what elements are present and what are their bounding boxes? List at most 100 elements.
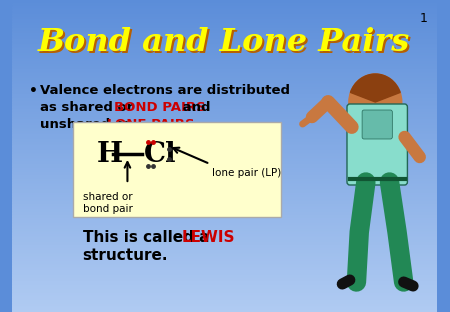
Bar xyxy=(12,242,436,243)
Bar xyxy=(12,178,436,179)
Bar xyxy=(12,98,436,100)
Bar xyxy=(12,126,436,128)
Bar xyxy=(12,131,436,133)
Bar xyxy=(12,16,436,17)
Bar xyxy=(12,162,436,164)
Bar xyxy=(12,128,436,129)
Bar xyxy=(12,257,436,259)
Text: lone pair (LP): lone pair (LP) xyxy=(212,168,281,178)
Bar xyxy=(12,78,436,80)
Bar xyxy=(12,142,436,144)
Bar xyxy=(12,275,436,276)
Bar xyxy=(12,122,436,123)
Bar xyxy=(12,28,436,30)
Bar xyxy=(12,159,436,161)
Bar xyxy=(12,267,436,268)
Bar xyxy=(12,6,436,8)
Bar xyxy=(12,176,436,178)
Bar xyxy=(12,137,436,139)
Bar xyxy=(12,39,436,41)
Bar xyxy=(12,158,436,159)
Bar xyxy=(12,284,436,285)
Bar xyxy=(12,296,436,298)
Bar xyxy=(12,223,436,225)
Bar xyxy=(12,200,436,201)
Bar xyxy=(12,281,436,282)
Bar xyxy=(12,201,436,203)
Bar xyxy=(12,256,436,257)
Bar xyxy=(12,175,436,176)
Text: Bond and Lone Pairs: Bond and Lone Pairs xyxy=(38,27,410,58)
Bar xyxy=(12,33,436,34)
Bar xyxy=(12,11,436,12)
Bar xyxy=(12,56,436,58)
Bar xyxy=(12,111,436,112)
Text: unshared or: unshared or xyxy=(40,118,135,131)
Bar xyxy=(12,179,436,181)
Bar xyxy=(12,161,436,162)
Bar xyxy=(12,168,436,170)
Bar xyxy=(12,154,436,156)
Bar xyxy=(12,264,436,265)
Bar xyxy=(12,243,436,245)
Bar xyxy=(12,133,436,134)
Bar xyxy=(12,12,436,14)
Bar xyxy=(12,231,436,232)
Bar xyxy=(12,290,436,292)
Text: This is called a: This is called a xyxy=(83,230,214,245)
Bar xyxy=(12,51,436,53)
Text: as shared or: as shared or xyxy=(40,101,138,114)
Wedge shape xyxy=(351,74,400,102)
Bar xyxy=(12,167,436,168)
Text: shared or
bond pair: shared or bond pair xyxy=(83,192,132,214)
Bar xyxy=(12,229,436,231)
Bar xyxy=(12,30,436,31)
Bar xyxy=(12,206,436,207)
Bar xyxy=(12,183,436,184)
Bar xyxy=(12,69,436,70)
Bar xyxy=(12,151,436,153)
Bar xyxy=(12,271,436,273)
Bar xyxy=(12,41,436,42)
Bar xyxy=(12,75,436,76)
Bar xyxy=(12,209,436,211)
Bar xyxy=(12,140,436,142)
Bar xyxy=(12,3,436,5)
Bar xyxy=(12,217,436,218)
Bar xyxy=(12,232,436,234)
Bar xyxy=(12,25,436,27)
Bar xyxy=(12,27,436,28)
Bar xyxy=(12,120,436,122)
Bar xyxy=(12,31,436,33)
Bar xyxy=(12,307,436,309)
Bar xyxy=(12,204,436,206)
Text: LEWIS: LEWIS xyxy=(182,230,235,245)
Bar xyxy=(12,125,436,126)
Bar xyxy=(12,14,436,16)
Bar xyxy=(12,298,436,300)
Bar xyxy=(12,103,436,105)
Bar xyxy=(12,225,436,226)
Bar xyxy=(12,90,436,92)
Text: LONE PAIRS.: LONE PAIRS. xyxy=(107,118,200,131)
Bar xyxy=(12,295,436,296)
Bar xyxy=(12,165,436,167)
Bar xyxy=(12,226,436,228)
Bar xyxy=(12,34,436,36)
Text: H: H xyxy=(97,140,123,168)
Bar xyxy=(12,186,436,187)
Bar xyxy=(12,109,436,111)
Bar xyxy=(12,97,436,98)
Bar xyxy=(12,304,436,306)
Bar xyxy=(12,251,436,253)
Bar xyxy=(12,84,436,86)
Bar xyxy=(12,270,436,271)
Bar xyxy=(12,64,436,66)
Bar xyxy=(12,58,436,59)
Bar xyxy=(12,22,436,23)
Bar xyxy=(12,17,436,19)
Bar xyxy=(12,276,436,278)
Bar xyxy=(12,250,436,251)
Bar xyxy=(12,36,436,37)
Bar xyxy=(12,268,436,270)
